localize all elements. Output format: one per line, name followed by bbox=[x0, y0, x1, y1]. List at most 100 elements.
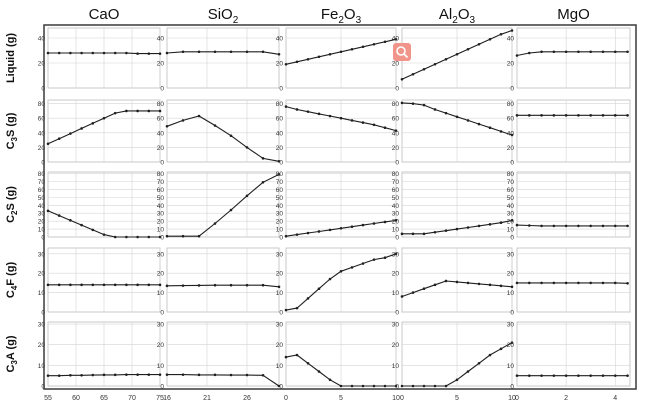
data-point-r2-c4-6 bbox=[589, 224, 592, 228]
ytick-label-r2-c4-2: 20 bbox=[507, 219, 515, 226]
data-point-r2-c2-5 bbox=[339, 226, 343, 230]
ytick-label-r0-c0-0: 0 bbox=[41, 86, 45, 93]
ytick-label-r3-c1-1: 10 bbox=[157, 290, 165, 297]
data-point-r2-c4-0 bbox=[515, 223, 519, 227]
ytick-label-r2-c3-2: 20 bbox=[392, 219, 400, 226]
data-point-r4-c2-6 bbox=[350, 384, 354, 388]
ytick-label-r2-c4-4: 40 bbox=[507, 203, 515, 210]
data-point-r1-c1-3 bbox=[213, 124, 217, 127]
ytick-label-r1-c4-4: 80 bbox=[507, 101, 515, 108]
xtick-label-c0-3: 70 bbox=[128, 395, 136, 402]
data-point-r3-c0-10 bbox=[158, 283, 162, 287]
data-point-r2-c4-8 bbox=[613, 224, 617, 228]
ytick-label-r2-c3-6: 60 bbox=[392, 187, 400, 194]
ytick-label-r3-c2-0: 0 bbox=[279, 310, 283, 317]
ytick-label-r1-c0-2: 40 bbox=[38, 130, 46, 137]
data-point-r1-c4-5 bbox=[577, 114, 580, 117]
data-point-r1-c2-6 bbox=[350, 119, 354, 122]
data-point-r2-c1-6 bbox=[261, 181, 265, 184]
data-point-r4-c1-3 bbox=[213, 373, 217, 377]
data-point-r4-c1-0 bbox=[165, 373, 169, 376]
ytick-label-r3-c0-2: 20 bbox=[38, 271, 46, 278]
ytick-label-r2-c4-5: 50 bbox=[507, 195, 515, 202]
series-line-r0-c4 bbox=[516, 51, 628, 57]
data-point-r3-c3-8 bbox=[488, 283, 492, 287]
data-point-r4-c4-9 bbox=[626, 374, 629, 377]
data-point-r4-c1-2 bbox=[197, 373, 201, 377]
ytick-label-r0-c2-2: 40 bbox=[276, 36, 284, 43]
data-point-r2-c4-1 bbox=[527, 224, 531, 227]
data-point-r0-c0-1 bbox=[57, 51, 61, 55]
search-badge bbox=[393, 43, 411, 61]
data-point-r2-c0-10 bbox=[158, 235, 162, 239]
outer-frame bbox=[43, 24, 637, 390]
ytick-label-r2-c4-7: 70 bbox=[507, 179, 515, 186]
data-point-r4-c0-10 bbox=[158, 373, 162, 376]
data-point-r1-c1-4 bbox=[229, 134, 233, 138]
data-point-r0-c0-9 bbox=[147, 52, 151, 55]
data-point-r0-c0-5 bbox=[102, 51, 106, 55]
xtick-label-c2-2: 10 bbox=[392, 395, 400, 402]
series-line-r0-c1 bbox=[166, 51, 280, 55]
data-point-r2-c3-9 bbox=[499, 221, 503, 225]
data-point-r3-c4-3 bbox=[552, 281, 556, 285]
data-point-r2-c3-6 bbox=[466, 226, 470, 229]
xtick-label-c3-0: 0 bbox=[400, 395, 404, 402]
data-point-r4-c0-5 bbox=[102, 373, 106, 377]
ytick-label-r3-c3-0: 0 bbox=[395, 310, 399, 317]
column-header-3: Al2O3 bbox=[439, 6, 476, 26]
row-label-2: C2S (g) bbox=[5, 186, 19, 223]
data-point-r2-c0-6 bbox=[113, 235, 117, 239]
ytick-label-r4-c4-0: 0 bbox=[510, 384, 514, 391]
xtick-label-c1-2: 26 bbox=[243, 395, 251, 402]
data-point-r3-c3-2 bbox=[422, 287, 426, 291]
ytick-label-r4-c2-0: 0 bbox=[279, 384, 283, 391]
data-point-r1-c4-8 bbox=[613, 114, 617, 117]
data-point-r2-c1-0 bbox=[165, 234, 169, 238]
data-point-r4-c3-10 bbox=[510, 341, 514, 344]
data-point-r0-c0-6 bbox=[113, 51, 117, 55]
ytick-label-r2-c1-2: 20 bbox=[157, 219, 165, 226]
data-point-r2-c3-0 bbox=[400, 232, 404, 236]
column-header-2: Fe2O3 bbox=[321, 6, 362, 26]
data-point-r4-c3-8 bbox=[488, 353, 492, 357]
ytick-label-r0-c3-0: 0 bbox=[395, 86, 399, 93]
data-point-r1-c4-6 bbox=[589, 114, 592, 117]
column-header-0: CaO bbox=[89, 6, 120, 23]
data-point-r0-c0-8 bbox=[136, 52, 139, 55]
xtick-label-c3-2: 10 bbox=[508, 395, 516, 402]
data-point-r4-c4-1 bbox=[527, 374, 531, 377]
xtick-label-c0-2: 65 bbox=[100, 395, 108, 402]
ytick-label-r3-c1-2: 20 bbox=[157, 271, 165, 278]
data-point-r0-c4-5 bbox=[577, 50, 580, 54]
data-point-r4-c4-0 bbox=[515, 374, 519, 377]
data-point-r3-c1-2 bbox=[197, 284, 201, 287]
data-point-r4-c3-6 bbox=[466, 370, 470, 373]
data-point-r1-c2-4 bbox=[328, 114, 332, 118]
data-point-r3-c0-0 bbox=[46, 283, 50, 287]
data-point-r3-c1-1 bbox=[181, 284, 185, 287]
ytick-label-r3-c0-3: 30 bbox=[38, 251, 46, 258]
ytick-label-r1-c3-3: 60 bbox=[392, 116, 400, 123]
ytick-label-r4-c3-0: 0 bbox=[395, 384, 399, 391]
ytick-label-r2-c3-3: 30 bbox=[392, 211, 400, 218]
ytick-label-r1-c0-1: 20 bbox=[38, 145, 46, 152]
data-point-r1-c4-7 bbox=[601, 114, 605, 117]
ytick-label-r1-c3-4: 80 bbox=[392, 101, 400, 108]
data-point-r3-c2-9 bbox=[383, 256, 387, 259]
data-point-r3-c3-3 bbox=[433, 283, 437, 287]
data-point-r4-c2-5 bbox=[339, 384, 343, 388]
data-point-r2-c2-4 bbox=[328, 228, 332, 232]
data-point-r2-c3-3 bbox=[433, 230, 437, 234]
data-point-r2-c1-7 bbox=[277, 173, 281, 176]
data-point-r0-c2-2 bbox=[306, 57, 310, 61]
ytick-label-r4-c1-2: 20 bbox=[157, 342, 165, 349]
ytick-label-r2-c1-0: 0 bbox=[160, 235, 164, 242]
ytick-label-r1-c2-4: 80 bbox=[276, 101, 284, 108]
data-point-r3-c3-4 bbox=[444, 279, 448, 283]
series-line-r1-c1 bbox=[166, 115, 280, 162]
data-point-r2-c2-0 bbox=[284, 234, 288, 238]
data-point-r0-c0-3 bbox=[80, 51, 83, 55]
ytick-label-r2-c1-3: 30 bbox=[157, 211, 165, 218]
